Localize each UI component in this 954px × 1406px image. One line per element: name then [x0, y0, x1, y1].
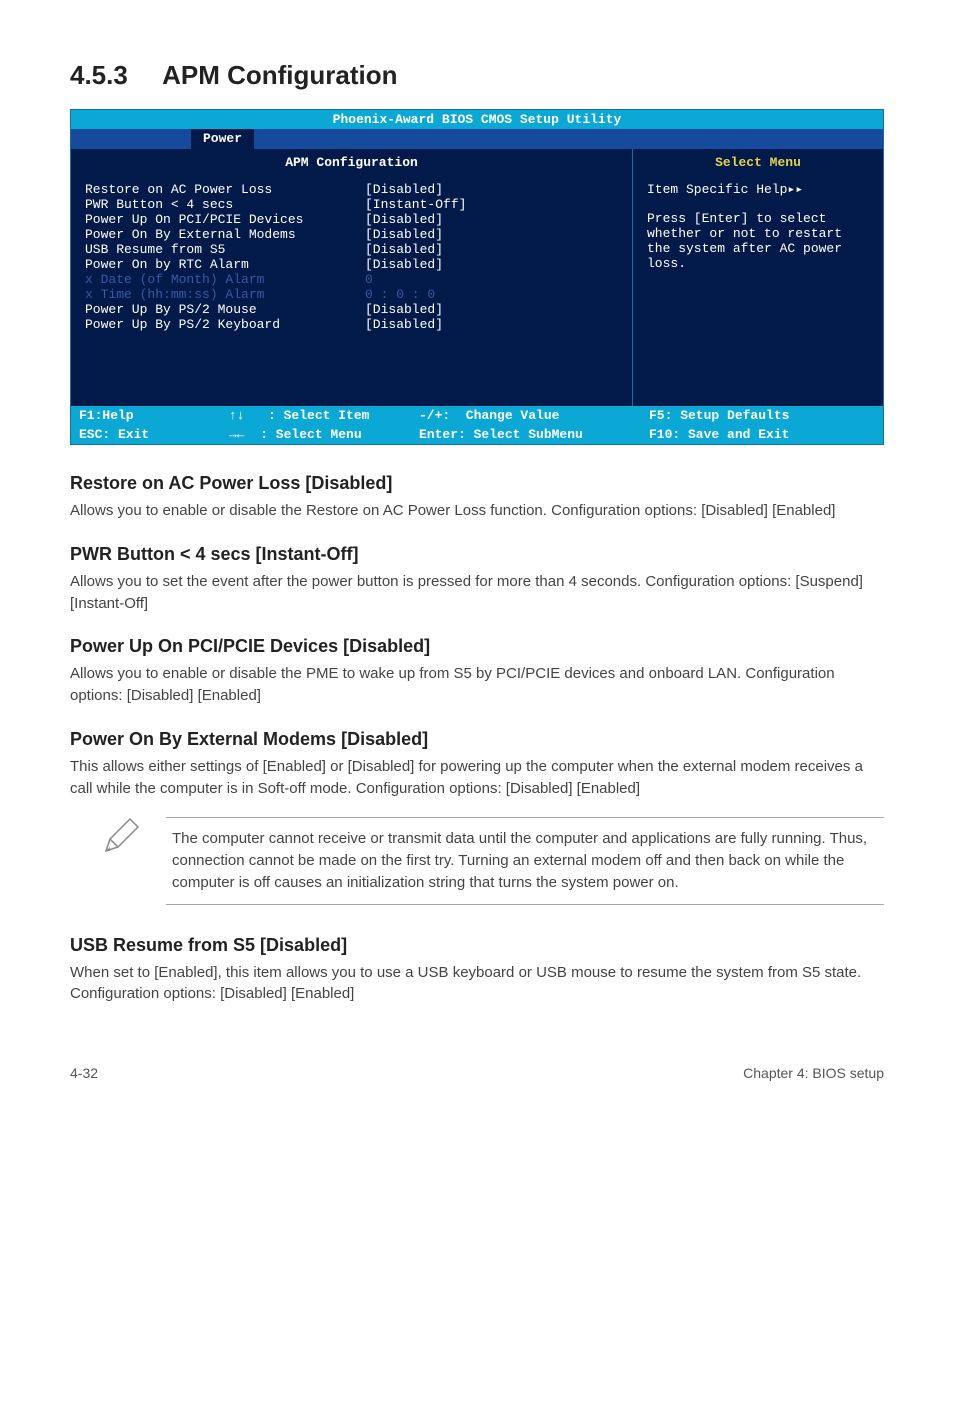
sub-pwr-p: Allows you to set the event after the po…	[70, 571, 884, 615]
bios-setting-label: Power On by RTC Alarm	[85, 257, 365, 272]
sub-usb-h: USB Resume from S5 [Disabled]	[70, 935, 884, 956]
bios-footer-2: ESC: Exit →← : Select Menu Enter: Select…	[71, 425, 883, 444]
bios-help-pane: Item Specific Help▸▸ Press [Enter] to se…	[633, 176, 883, 406]
bios-setting-value: [Disabled]	[365, 227, 618, 242]
sub-modem-h: Power On By External Modems [Disabled]	[70, 729, 884, 750]
sub-modem-p: This allows either settings of [Enabled]…	[70, 756, 884, 800]
bios-setting-value: [Disabled]	[365, 242, 618, 257]
bios-setting-label: x Time (hh:mm:ss) Alarm	[85, 287, 365, 302]
sub-pci-h: Power Up On PCI/PCIE Devices [Disabled]	[70, 636, 884, 657]
sub-pci-p: Allows you to enable or disable the PME …	[70, 663, 884, 707]
bios-left-header: APM Configuration	[71, 149, 633, 176]
section-number: 4.5.3	[70, 60, 128, 90]
bios-setting-label: PWR Button < 4 secs	[85, 197, 365, 212]
sub-usb-p: When set to [Enabled], this item allows …	[70, 962, 884, 1006]
pencil-icon	[100, 817, 146, 857]
bios-setting-label: Power Up By PS/2 Mouse	[85, 302, 365, 317]
sub-restore-h: Restore on AC Power Loss [Disabled]	[70, 473, 884, 494]
bios-tab-power: Power	[191, 129, 254, 149]
bios-setting-value: [Disabled]	[365, 182, 618, 197]
foot-select-menu: →← : Select Menu	[229, 427, 419, 442]
section-title-text: APM Configuration	[162, 60, 397, 90]
bios-setting-value: [Disabled]	[365, 212, 618, 227]
bios-setting-value: [Instant-Off]	[365, 197, 618, 212]
sub-restore-p: Allows you to enable or disable the Rest…	[70, 500, 884, 522]
bios-setting-value: [Disabled]	[365, 302, 618, 317]
page-number: 4-32	[70, 1065, 98, 1081]
bios-setting-value: 0	[365, 272, 618, 287]
bios-setting-value: 0 : 0 : 0	[365, 287, 618, 302]
bios-help-body: Press [Enter] to select whether or not t…	[647, 211, 869, 271]
bios-setting-value: [Disabled]	[365, 257, 618, 272]
foot-exit: ESC: Exit	[79, 427, 229, 442]
section-heading: 4.5.3 APM Configuration	[70, 60, 884, 91]
bios-setting-label: Power Up On PCI/PCIE Devices	[85, 212, 365, 227]
foot-enter: Enter: Select SubMenu	[419, 427, 649, 442]
bios-setting-label: x Date (of Month) Alarm	[85, 272, 365, 287]
bios-footer: F1:Help ↑↓ : Select Item -/+: Change Val…	[71, 406, 883, 425]
bios-pane-headers: APM Configuration Select Menu	[71, 149, 883, 176]
sub-pwr-h: PWR Button < 4 secs [Instant-Off]	[70, 544, 884, 565]
foot-defaults: F5: Setup Defaults	[649, 408, 875, 423]
bios-titlebar: Phoenix-Award BIOS CMOS Setup Utility	[71, 110, 883, 129]
note-text: The computer cannot receive or transmit …	[172, 828, 878, 893]
bios-setting-label: Restore on AC Power Loss	[85, 182, 365, 197]
bios-setting-label: USB Resume from S5	[85, 242, 365, 257]
foot-save: F10: Save and Exit	[649, 427, 875, 442]
note-block: The computer cannot receive or transmit …	[100, 817, 884, 904]
bios-help-title: Item Specific Help▸▸	[647, 182, 869, 197]
bios-settings-pane: Restore on AC Power Loss[Disabled]PWR Bu…	[71, 176, 633, 406]
bios-right-header: Select Menu	[633, 149, 883, 176]
bios-setting-label: Power On By External Modems	[85, 227, 365, 242]
foot-change: -/+: Change Value	[419, 408, 649, 423]
bios-setting-label: Power Up By PS/2 Keyboard	[85, 317, 365, 332]
chapter-label: Chapter 4: BIOS setup	[743, 1065, 884, 1081]
foot-help: F1:Help	[79, 408, 229, 423]
bios-tabbar: Power	[71, 129, 883, 149]
bios-setting-value: [Disabled]	[365, 317, 618, 332]
page-footer: 4-32 Chapter 4: BIOS setup	[70, 1065, 884, 1081]
bios-screenshot: Phoenix-Award BIOS CMOS Setup Utility Po…	[70, 109, 884, 445]
foot-select-item: ↑↓ : Select Item	[229, 408, 419, 423]
